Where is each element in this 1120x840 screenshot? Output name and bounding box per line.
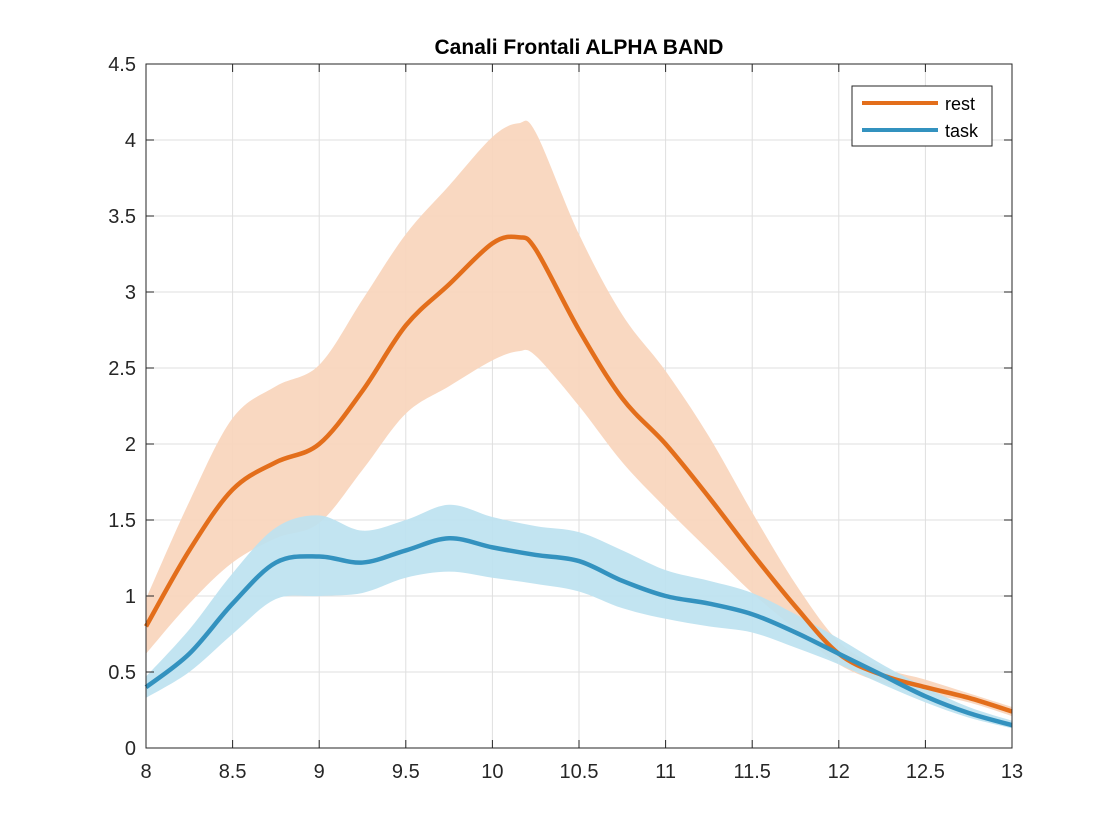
y-tick-label: 0 <box>125 738 136 760</box>
x-tick-label: 10 <box>481 761 503 783</box>
y-tick-label: 2 <box>125 434 136 456</box>
x-tick-label: 9.5 <box>392 761 420 783</box>
y-tick-label: 3.5 <box>108 206 136 228</box>
x-tick-label: 11.5 <box>733 761 770 783</box>
x-tick-label: 10.5 <box>560 761 599 783</box>
x-tick-label: 12.5 <box>906 761 945 783</box>
y-axis-tick-labels: 0 0.5 1 1.5 2 2.5 3 3.5 4 4.5 <box>108 54 136 760</box>
series-lines <box>144 234 1013 728</box>
x-tick-label: 9 <box>314 761 325 783</box>
y-tick-label: 4 <box>125 130 136 152</box>
y-tick-label: 1 <box>125 586 136 608</box>
band-rest <box>146 120 1012 717</box>
y-tick-label: 4.5 <box>108 54 136 76</box>
x-axis-tick-labels: 8 8.5 9 9.5 10 10.5 11 11.5 12 12.5 13 <box>140 761 1023 783</box>
series-line-task <box>144 535 1013 728</box>
y-tick-label: 0.5 <box>108 662 136 684</box>
x-tick-label: 8 <box>140 761 151 783</box>
axis-ticks <box>145 63 1013 749</box>
y-tick-label: 3 <box>125 282 136 304</box>
legend: rest task <box>851 85 993 147</box>
x-tick-label: 8.5 <box>219 761 247 783</box>
x-tick-label: 12 <box>828 761 850 783</box>
x-tick-label: 13 <box>1001 761 1023 783</box>
legend-label-rest: rest <box>945 94 975 114</box>
y-tick-label: 1.5 <box>108 510 136 532</box>
legend-label-task: task <box>945 121 979 141</box>
chart-title: Canali Frontali ALPHA BAND <box>435 36 724 59</box>
y-tick-label: 2.5 <box>108 358 136 380</box>
x-tick-label: 11 <box>655 761 676 783</box>
legend-box <box>851 85 993 147</box>
